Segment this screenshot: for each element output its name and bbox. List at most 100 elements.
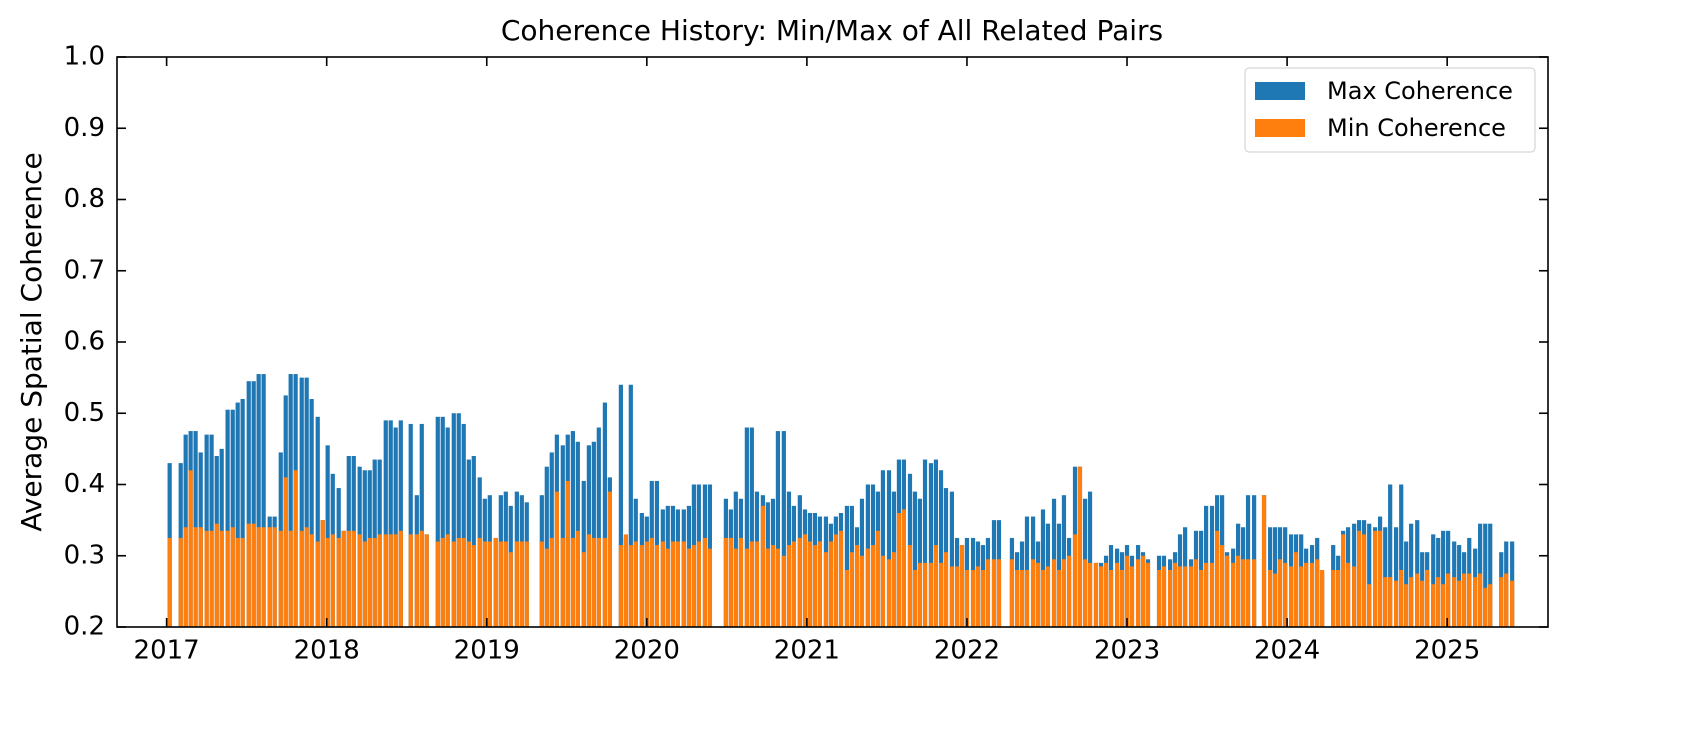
bar — [702, 537, 708, 627]
bar — [1373, 530, 1378, 627]
bar — [1393, 527, 1399, 627]
bar — [891, 552, 897, 627]
bar — [1124, 555, 1130, 627]
bar — [419, 423, 424, 627]
bar — [964, 570, 970, 627]
x-tick-label: 2020 — [614, 636, 680, 666]
bar — [1315, 559, 1320, 627]
bar — [633, 541, 638, 627]
bar — [1014, 570, 1020, 627]
bar — [880, 555, 886, 627]
bar — [1108, 570, 1114, 627]
bar — [487, 541, 492, 627]
bar — [980, 570, 986, 627]
bar — [304, 377, 309, 627]
bar — [954, 566, 960, 627]
bar — [1504, 573, 1509, 627]
bar — [1393, 580, 1399, 627]
bar — [807, 541, 813, 627]
bar — [461, 537, 466, 627]
bar — [644, 541, 649, 627]
bar — [1367, 523, 1372, 627]
bar — [733, 548, 738, 627]
bar — [770, 545, 776, 627]
bar — [1288, 566, 1294, 627]
bar — [1336, 570, 1341, 627]
bar — [1357, 530, 1362, 627]
x-tick-label: 2021 — [774, 636, 840, 666]
bar — [1367, 584, 1372, 627]
bar — [377, 534, 382, 627]
bar — [214, 523, 219, 627]
bar — [654, 545, 660, 627]
bar — [1145, 562, 1151, 627]
bar — [408, 534, 413, 627]
bar — [1399, 484, 1404, 627]
bar — [1024, 570, 1030, 627]
bar — [670, 541, 676, 627]
bar — [240, 537, 245, 627]
bar — [591, 537, 596, 627]
bar — [675, 541, 680, 627]
bar — [1188, 566, 1194, 627]
bar — [278, 530, 283, 627]
bar — [896, 513, 902, 627]
bar — [240, 399, 245, 627]
bar — [219, 530, 224, 627]
bar — [817, 541, 822, 627]
bar — [1193, 559, 1199, 627]
bar — [565, 480, 570, 627]
bar — [1309, 562, 1315, 627]
bar — [256, 374, 261, 627]
y-tick-label: 0.8 — [64, 184, 105, 214]
bar — [320, 520, 325, 627]
bar — [838, 530, 844, 627]
bar — [880, 470, 886, 627]
bar — [901, 509, 906, 627]
bar — [1245, 559, 1251, 627]
bar — [288, 374, 293, 627]
bar — [570, 431, 575, 627]
bar — [514, 541, 519, 627]
bar — [398, 530, 403, 627]
bar — [1431, 584, 1436, 627]
bar — [723, 537, 728, 627]
bar — [1087, 562, 1093, 627]
bar — [445, 534, 450, 627]
bar — [362, 541, 367, 627]
bar — [393, 534, 398, 627]
bar — [959, 545, 965, 627]
bar — [1220, 545, 1225, 627]
bar — [596, 427, 601, 627]
bar — [204, 530, 209, 627]
bar — [1483, 523, 1488, 627]
bar — [341, 530, 346, 627]
bar — [1388, 577, 1393, 627]
bar — [351, 530, 356, 627]
bar — [912, 491, 918, 627]
bar — [1093, 562, 1099, 627]
bar — [1051, 559, 1057, 627]
bar — [1341, 534, 1346, 627]
bar — [996, 559, 1002, 627]
bar — [854, 545, 860, 627]
bar — [1066, 555, 1072, 627]
bar — [928, 463, 934, 627]
y-tick-label: 0.6 — [64, 327, 105, 357]
bar — [938, 470, 944, 627]
bar — [686, 548, 692, 627]
bar — [193, 527, 198, 627]
bar — [293, 470, 298, 627]
bar — [440, 416, 445, 627]
bar — [315, 416, 320, 627]
bar — [775, 431, 781, 627]
bar — [1183, 566, 1188, 627]
bar — [938, 562, 944, 627]
bar — [922, 562, 928, 627]
bar — [781, 431, 786, 627]
bar — [738, 537, 744, 627]
bar — [471, 456, 476, 627]
bar — [639, 545, 644, 627]
bar — [167, 537, 172, 627]
